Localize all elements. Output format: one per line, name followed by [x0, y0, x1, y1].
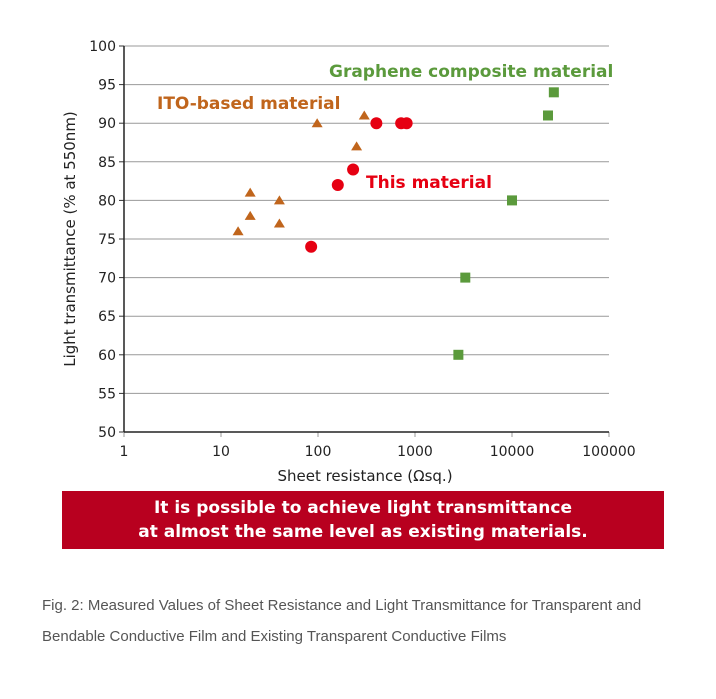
banner-line-2: at almost the same level as existing mat… — [138, 522, 588, 542]
y-tick-label: 80 — [98, 193, 116, 209]
x-tick-label: 1000 — [397, 444, 433, 460]
x-tick-label: 1 — [120, 444, 129, 460]
ito-point — [244, 187, 256, 197]
ito-legend-label: ITO-based material — [157, 94, 340, 114]
y-tick-label: 90 — [98, 116, 116, 132]
figure-caption: Fig. 2: Measured Values of Sheet Resista… — [42, 597, 642, 645]
y-tick-label: 95 — [98, 78, 116, 94]
banner-line-1: It is possible to achieve light transmit… — [153, 498, 572, 518]
x-tick-label: 100000 — [582, 444, 635, 460]
this-material-point — [347, 163, 360, 176]
scatter-chart: 50 55 60 65 70 75 80 85 90 95 100 1 10 100 1000 10000 10… — [61, 39, 636, 485]
ito-point — [244, 210, 256, 220]
y-tick-label: 65 — [98, 309, 116, 325]
x-tick-label: 100 — [305, 444, 332, 460]
highlight-banner: It is possible to achieve light transmit… — [62, 491, 664, 549]
graphene-point — [453, 349, 464, 360]
this-material-point — [370, 117, 383, 130]
this-material-point — [331, 178, 344, 191]
ito-point — [273, 195, 285, 205]
graphene-point — [507, 195, 517, 206]
ito-point — [311, 118, 323, 128]
ito-point — [273, 218, 285, 228]
y-tick-label: 50 — [98, 425, 116, 441]
graphene-legend-label: Graphene composite material — [329, 62, 613, 82]
graphene-point — [542, 110, 553, 121]
ito-point — [358, 110, 370, 120]
this-material-point — [400, 117, 413, 130]
y-axis-label: Light transmittance (% at 550nm) — [61, 111, 79, 367]
y-tick-label: 75 — [98, 232, 116, 248]
x-tick-label: 10000 — [490, 444, 535, 460]
this-material-point — [305, 240, 318, 253]
y-tick-label: 55 — [98, 386, 116, 402]
ito-point — [232, 226, 244, 236]
this-material-legend-label: This material — [366, 173, 492, 193]
x-axis-label: Sheet resistance (Ωsq.) — [277, 467, 452, 485]
y-tick-label: 60 — [98, 348, 116, 364]
y-tick-label: 85 — [98, 155, 116, 171]
x-tick-label: 10 — [212, 444, 230, 460]
graphene-point — [460, 272, 471, 283]
y-tick-label: 100 — [89, 39, 116, 55]
graphene-point — [548, 87, 559, 98]
ito-point — [351, 141, 363, 151]
y-tick-label: 70 — [98, 271, 116, 287]
